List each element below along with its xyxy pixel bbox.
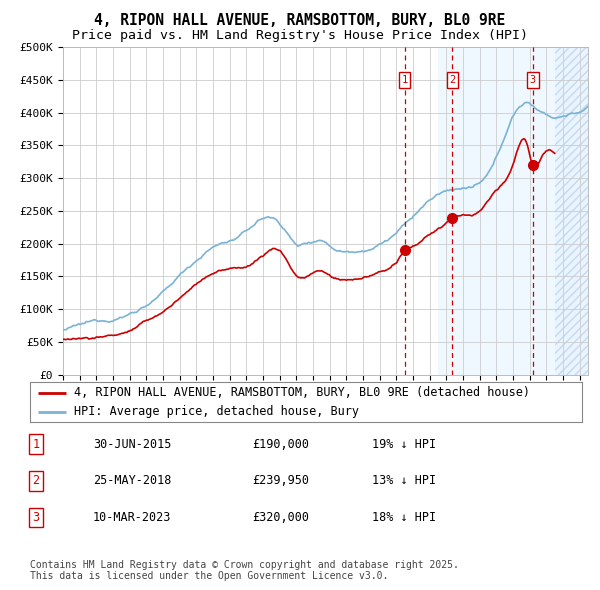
Text: 4, RIPON HALL AVENUE, RAMSBOTTOM, BURY, BL0 9RE: 4, RIPON HALL AVENUE, RAMSBOTTOM, BURY, … (94, 13, 506, 28)
Text: 1: 1 (32, 438, 40, 451)
Text: 1: 1 (401, 75, 408, 85)
Bar (554, 47, 588, 375)
Text: 3: 3 (32, 511, 40, 524)
Text: HPI: Average price, detached house, Bury: HPI: Average price, detached house, Bury (74, 405, 359, 418)
Text: 3: 3 (530, 75, 536, 85)
Text: 2: 2 (32, 474, 40, 487)
Text: 10-MAR-2023: 10-MAR-2023 (93, 511, 172, 524)
Text: Contains HM Land Registry data © Crown copyright and database right 2025.
This d: Contains HM Land Registry data © Crown c… (30, 559, 459, 581)
Text: Price paid vs. HM Land Registry's House Price Index (HPI): Price paid vs. HM Land Registry's House … (72, 30, 528, 42)
Text: 4, RIPON HALL AVENUE, RAMSBOTTOM, BURY, BL0 9RE (detached house): 4, RIPON HALL AVENUE, RAMSBOTTOM, BURY, … (74, 386, 530, 399)
Text: 13% ↓ HPI: 13% ↓ HPI (372, 474, 436, 487)
Text: £239,950: £239,950 (252, 474, 309, 487)
Bar (438, 47, 554, 375)
Text: 2: 2 (449, 75, 455, 85)
Text: £320,000: £320,000 (252, 511, 309, 524)
Text: 19% ↓ HPI: 19% ↓ HPI (372, 438, 436, 451)
Text: £190,000: £190,000 (252, 438, 309, 451)
Text: 18% ↓ HPI: 18% ↓ HPI (372, 511, 436, 524)
Text: 30-JUN-2015: 30-JUN-2015 (93, 438, 172, 451)
Text: 25-MAY-2018: 25-MAY-2018 (93, 474, 172, 487)
